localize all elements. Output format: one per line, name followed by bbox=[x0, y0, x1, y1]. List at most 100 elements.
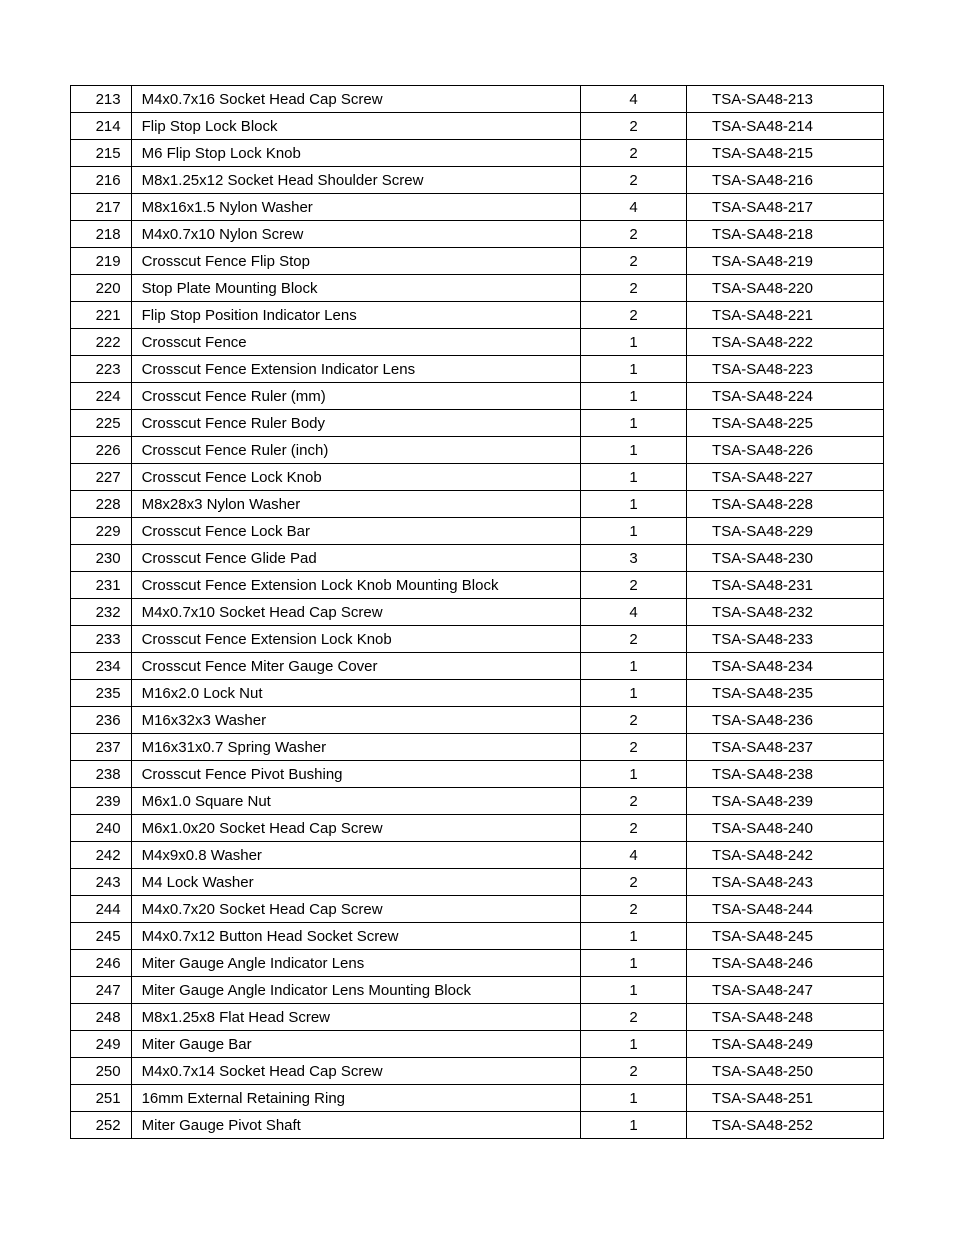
table-row: 219Crosscut Fence Flip Stop2TSA-SA48-219 bbox=[71, 248, 884, 275]
cell-part-number: TSA-SA48-248 bbox=[687, 1004, 884, 1031]
cell-part-number: TSA-SA48-217 bbox=[687, 194, 884, 221]
table-row: 221Flip Stop Position Indicator Lens2TSA… bbox=[71, 302, 884, 329]
table-row: 243M4 Lock Washer2TSA-SA48-243 bbox=[71, 869, 884, 896]
cell-description: Flip Stop Lock Block bbox=[131, 113, 580, 140]
cell-description: M6x1.0 Square Nut bbox=[131, 788, 580, 815]
table-row: 239M6x1.0 Square Nut2TSA-SA48-239 bbox=[71, 788, 884, 815]
cell-part-number: TSA-SA48-234 bbox=[687, 653, 884, 680]
cell-item-number: 230 bbox=[71, 545, 132, 572]
cell-item-number: 245 bbox=[71, 923, 132, 950]
cell-quantity: 1 bbox=[581, 464, 687, 491]
table-row: 222Crosscut Fence1TSA-SA48-222 bbox=[71, 329, 884, 356]
cell-item-number: 234 bbox=[71, 653, 132, 680]
cell-description: Crosscut Fence Extension Lock Knob Mount… bbox=[131, 572, 580, 599]
cell-part-number: TSA-SA48-222 bbox=[687, 329, 884, 356]
cell-description: M6x1.0x20 Socket Head Cap Screw bbox=[131, 815, 580, 842]
table-row: 227Crosscut Fence Lock Knob1TSA-SA48-227 bbox=[71, 464, 884, 491]
cell-quantity: 2 bbox=[581, 221, 687, 248]
cell-description: M8x1.25x12 Socket Head Shoulder Screw bbox=[131, 167, 580, 194]
cell-item-number: 240 bbox=[71, 815, 132, 842]
cell-quantity: 1 bbox=[581, 437, 687, 464]
table-row: 235M16x2.0 Lock Nut1TSA-SA48-235 bbox=[71, 680, 884, 707]
cell-description: M4x0.7x14 Socket Head Cap Screw bbox=[131, 1058, 580, 1085]
cell-quantity: 2 bbox=[581, 896, 687, 923]
cell-part-number: TSA-SA48-226 bbox=[687, 437, 884, 464]
cell-quantity: 2 bbox=[581, 734, 687, 761]
cell-description: Crosscut Fence Glide Pad bbox=[131, 545, 580, 572]
cell-part-number: TSA-SA48-232 bbox=[687, 599, 884, 626]
cell-part-number: TSA-SA48-247 bbox=[687, 977, 884, 1004]
cell-description: Crosscut Fence Flip Stop bbox=[131, 248, 580, 275]
cell-part-number: TSA-SA48-235 bbox=[687, 680, 884, 707]
cell-item-number: 219 bbox=[71, 248, 132, 275]
cell-quantity: 4 bbox=[581, 194, 687, 221]
cell-item-number: 221 bbox=[71, 302, 132, 329]
table-row: 246Miter Gauge Angle Indicator Lens1TSA-… bbox=[71, 950, 884, 977]
cell-description: Crosscut Fence Lock Knob bbox=[131, 464, 580, 491]
table-row: 230Crosscut Fence Glide Pad3TSA-SA48-230 bbox=[71, 545, 884, 572]
cell-part-number: TSA-SA48-250 bbox=[687, 1058, 884, 1085]
cell-part-number: TSA-SA48-214 bbox=[687, 113, 884, 140]
cell-description: M8x28x3 Nylon Washer bbox=[131, 491, 580, 518]
cell-quantity: 2 bbox=[581, 815, 687, 842]
cell-part-number: TSA-SA48-245 bbox=[687, 923, 884, 950]
cell-part-number: TSA-SA48-213 bbox=[687, 86, 884, 113]
table-row: 236M16x32x3 Washer2TSA-SA48-236 bbox=[71, 707, 884, 734]
cell-description: 16mm External Retaining Ring bbox=[131, 1085, 580, 1112]
cell-item-number: 247 bbox=[71, 977, 132, 1004]
table-row: 220Stop Plate Mounting Block2TSA-SA48-22… bbox=[71, 275, 884, 302]
cell-item-number: 251 bbox=[71, 1085, 132, 1112]
cell-part-number: TSA-SA48-221 bbox=[687, 302, 884, 329]
cell-quantity: 1 bbox=[581, 950, 687, 977]
cell-item-number: 239 bbox=[71, 788, 132, 815]
table-row: 252Miter Gauge Pivot Shaft1TSA-SA48-252 bbox=[71, 1112, 884, 1139]
cell-item-number: 225 bbox=[71, 410, 132, 437]
cell-part-number: TSA-SA48-233 bbox=[687, 626, 884, 653]
table-row: 213M4x0.7x16 Socket Head Cap Screw4TSA-S… bbox=[71, 86, 884, 113]
parts-table-body: 213M4x0.7x16 Socket Head Cap Screw4TSA-S… bbox=[71, 86, 884, 1139]
cell-item-number: 232 bbox=[71, 599, 132, 626]
cell-quantity: 2 bbox=[581, 1058, 687, 1085]
cell-part-number: TSA-SA48-244 bbox=[687, 896, 884, 923]
table-row: 233Crosscut Fence Extension Lock Knob2TS… bbox=[71, 626, 884, 653]
cell-part-number: TSA-SA48-251 bbox=[687, 1085, 884, 1112]
cell-item-number: 243 bbox=[71, 869, 132, 896]
cell-description: Miter Gauge Angle Indicator Lens Mountin… bbox=[131, 977, 580, 1004]
cell-quantity: 1 bbox=[581, 518, 687, 545]
table-row: 216M8x1.25x12 Socket Head Shoulder Screw… bbox=[71, 167, 884, 194]
cell-quantity: 2 bbox=[581, 1004, 687, 1031]
cell-item-number: 218 bbox=[71, 221, 132, 248]
cell-quantity: 1 bbox=[581, 923, 687, 950]
cell-description: M4x0.7x10 Socket Head Cap Screw bbox=[131, 599, 580, 626]
cell-description: Miter Gauge Pivot Shaft bbox=[131, 1112, 580, 1139]
cell-quantity: 2 bbox=[581, 707, 687, 734]
cell-item-number: 250 bbox=[71, 1058, 132, 1085]
cell-part-number: TSA-SA48-219 bbox=[687, 248, 884, 275]
cell-description: M4x0.7x10 Nylon Screw bbox=[131, 221, 580, 248]
table-row: 226Crosscut Fence Ruler (inch)1TSA-SA48-… bbox=[71, 437, 884, 464]
cell-part-number: TSA-SA48-220 bbox=[687, 275, 884, 302]
cell-part-number: TSA-SA48-252 bbox=[687, 1112, 884, 1139]
cell-part-number: TSA-SA48-239 bbox=[687, 788, 884, 815]
cell-quantity: 2 bbox=[581, 140, 687, 167]
cell-quantity: 1 bbox=[581, 1085, 687, 1112]
cell-part-number: TSA-SA48-228 bbox=[687, 491, 884, 518]
cell-item-number: 238 bbox=[71, 761, 132, 788]
table-row: 250M4x0.7x14 Socket Head Cap Screw2TSA-S… bbox=[71, 1058, 884, 1085]
cell-quantity: 3 bbox=[581, 545, 687, 572]
table-row: 247Miter Gauge Angle Indicator Lens Moun… bbox=[71, 977, 884, 1004]
cell-quantity: 1 bbox=[581, 761, 687, 788]
cell-quantity: 4 bbox=[581, 86, 687, 113]
table-row: 240M6x1.0x20 Socket Head Cap Screw2TSA-S… bbox=[71, 815, 884, 842]
cell-part-number: TSA-SA48-240 bbox=[687, 815, 884, 842]
cell-item-number: 217 bbox=[71, 194, 132, 221]
table-row: 225Crosscut Fence Ruler Body1TSA-SA48-22… bbox=[71, 410, 884, 437]
cell-description: Flip Stop Position Indicator Lens bbox=[131, 302, 580, 329]
cell-item-number: 214 bbox=[71, 113, 132, 140]
cell-description: Stop Plate Mounting Block bbox=[131, 275, 580, 302]
table-row: 249Miter Gauge Bar1TSA-SA48-249 bbox=[71, 1031, 884, 1058]
cell-part-number: TSA-SA48-223 bbox=[687, 356, 884, 383]
cell-item-number: 249 bbox=[71, 1031, 132, 1058]
table-row: 244M4x0.7x20 Socket Head Cap Screw2TSA-S… bbox=[71, 896, 884, 923]
cell-description: M4x0.7x20 Socket Head Cap Screw bbox=[131, 896, 580, 923]
